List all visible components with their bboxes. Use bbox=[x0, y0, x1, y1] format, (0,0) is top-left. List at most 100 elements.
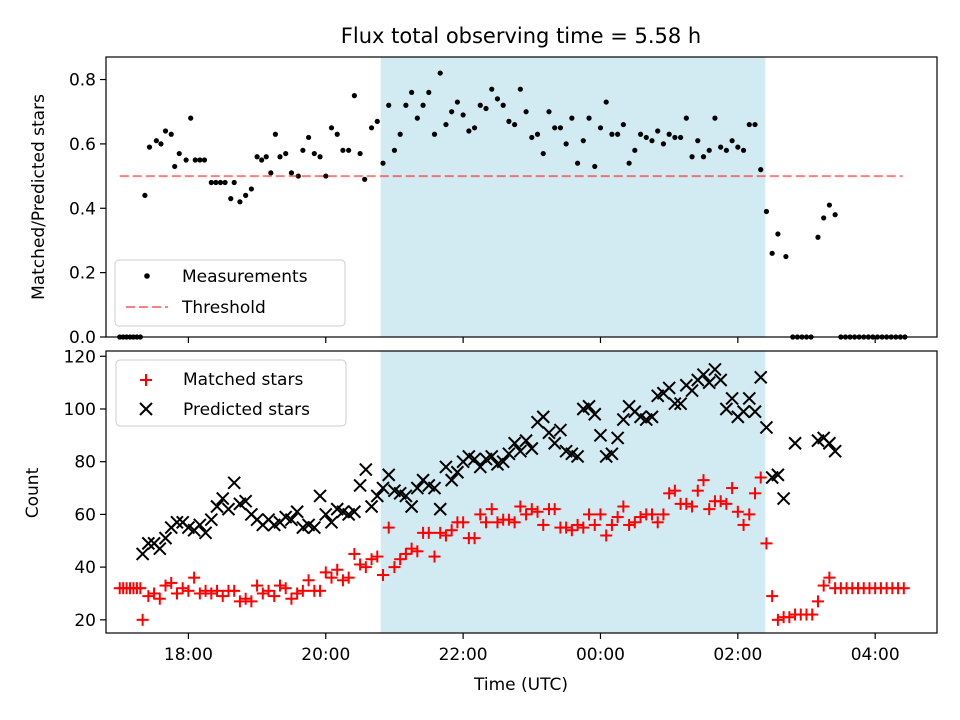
measurement-point bbox=[192, 157, 198, 163]
matched-point bbox=[382, 521, 395, 534]
matched-point bbox=[457, 516, 470, 529]
predicted-point bbox=[467, 452, 482, 466]
matched-point bbox=[502, 513, 515, 526]
measurement-point bbox=[231, 179, 237, 186]
count-panel: 20 40 60 80 100 120 18:00 20:00 22:00 00:00 02:00… bbox=[23, 347, 938, 695]
predicted-point bbox=[433, 502, 447, 516]
measurement-point bbox=[826, 202, 833, 208]
predicted-points bbox=[135, 362, 842, 561]
matched-point bbox=[233, 595, 246, 608]
predicted-point bbox=[736, 404, 751, 419]
measurement-point bbox=[153, 138, 159, 144]
matched-point bbox=[193, 587, 206, 600]
measurement-point bbox=[431, 131, 438, 137]
measurement-point bbox=[626, 160, 632, 166]
measurement-point bbox=[609, 131, 615, 137]
matched-point bbox=[170, 587, 183, 600]
predicted-point bbox=[141, 536, 156, 551]
matched-point bbox=[422, 526, 435, 539]
matched-point bbox=[279, 582, 292, 595]
measurement-point bbox=[305, 134, 312, 141]
matched-point bbox=[577, 521, 590, 534]
measurement-point bbox=[460, 112, 466, 118]
measurement-point bbox=[615, 131, 621, 137]
predicted-point bbox=[307, 520, 322, 535]
predicted-point bbox=[553, 423, 568, 437]
measurement-point bbox=[397, 131, 403, 137]
matched-point bbox=[897, 582, 910, 595]
matched-point bbox=[703, 503, 716, 516]
measurement-point bbox=[574, 160, 581, 166]
predicted-point bbox=[708, 362, 722, 377]
predicted-point bbox=[204, 512, 219, 527]
measurement-point bbox=[158, 141, 164, 147]
predicted-point bbox=[210, 499, 224, 514]
predicted-point bbox=[605, 447, 619, 461]
predicted-point bbox=[513, 444, 528, 458]
measurement-point bbox=[580, 138, 586, 144]
predicted-point bbox=[359, 462, 373, 477]
measurement-point bbox=[146, 144, 153, 150]
measurement-point bbox=[706, 147, 712, 153]
matched-point bbox=[134, 582, 147, 595]
measurement-point bbox=[443, 121, 449, 128]
matched-point bbox=[296, 584, 309, 597]
matched-point bbox=[508, 516, 521, 529]
predicted-point bbox=[759, 420, 774, 435]
measurement-point bbox=[346, 147, 352, 153]
measurement-point bbox=[263, 154, 269, 160]
matched-point bbox=[771, 613, 784, 626]
matched-point bbox=[697, 474, 710, 487]
matched-point bbox=[148, 587, 161, 600]
legend-matched-marker bbox=[140, 374, 152, 386]
measurement-point bbox=[534, 131, 541, 137]
predicted-point bbox=[353, 478, 367, 493]
measurement-point bbox=[655, 128, 661, 134]
predicted-point bbox=[673, 397, 688, 411]
measurement-point bbox=[678, 134, 684, 141]
matched-point bbox=[268, 590, 281, 603]
predicted-point bbox=[427, 481, 442, 495]
matched-point bbox=[165, 576, 178, 589]
predicted-point bbox=[507, 436, 522, 450]
measurement-point bbox=[323, 173, 329, 179]
matched-point bbox=[605, 518, 618, 531]
matched-point bbox=[628, 516, 641, 529]
measurement-point bbox=[471, 125, 478, 131]
matched-point bbox=[686, 500, 699, 513]
measurement-point bbox=[380, 160, 386, 166]
predicted-point bbox=[216, 491, 230, 506]
measurement-point bbox=[597, 125, 604, 131]
y-tick-label: 120 bbox=[64, 347, 96, 367]
matched-point bbox=[560, 521, 573, 534]
predicted-point bbox=[570, 449, 585, 464]
measurement-point bbox=[328, 125, 335, 131]
count-shaded-span bbox=[380, 351, 766, 633]
measurement-point bbox=[557, 125, 564, 131]
predicted-point bbox=[616, 412, 631, 427]
measurement-point bbox=[340, 147, 346, 153]
matched-point bbox=[726, 482, 739, 495]
legend-predicted-stars: Predicted stars bbox=[183, 400, 310, 420]
measurement-point bbox=[821, 215, 827, 221]
matched-point bbox=[480, 516, 493, 529]
y-tick-label: 0.6 bbox=[69, 135, 96, 155]
count-legend: Matched stars Predicted stars bbox=[115, 359, 347, 427]
ratio-panel: 0.00.20.40.60.8 Matched/Predicted stars … bbox=[29, 56, 938, 348]
measurement-point bbox=[603, 99, 609, 105]
measurement-point bbox=[228, 196, 234, 202]
predicted-point bbox=[158, 531, 173, 545]
predicted-point bbox=[582, 399, 596, 414]
predicted-point bbox=[668, 397, 682, 411]
x-tick-label: 22:00 bbox=[439, 645, 488, 665]
y-tick-label: 60 bbox=[74, 505, 96, 525]
measurement-point bbox=[695, 138, 701, 144]
measurement-point bbox=[815, 234, 821, 240]
measurement-point bbox=[494, 96, 501, 102]
predicted-point bbox=[284, 512, 299, 527]
predicted-point bbox=[450, 465, 465, 479]
measurement-point bbox=[403, 102, 409, 108]
measurement-point bbox=[197, 157, 203, 163]
measurement-point bbox=[243, 192, 249, 198]
